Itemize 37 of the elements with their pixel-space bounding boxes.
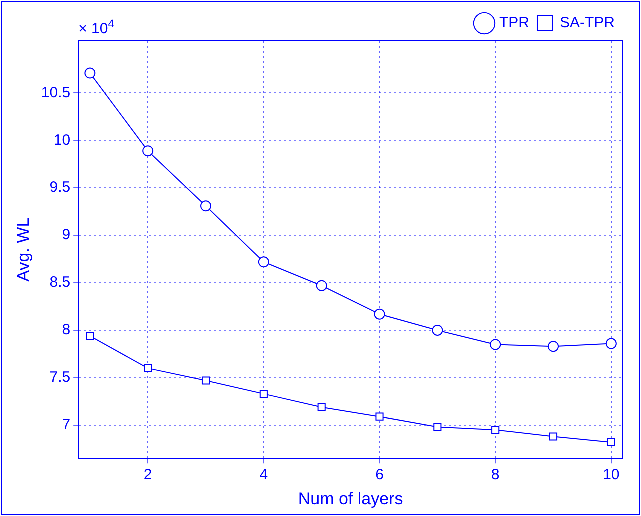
y-tick-label: 7.5 [50, 369, 71, 386]
legend-label: TPR [499, 14, 530, 32]
point [316, 280, 328, 292]
point [84, 68, 96, 79]
point [202, 376, 210, 385]
x-tick-label: 8 [491, 466, 500, 484]
point [144, 364, 152, 372]
point [549, 432, 558, 441]
y-tick-label: 7 [62, 416, 71, 434]
point [142, 146, 154, 157]
x-tick-label: 10 [603, 466, 620, 484]
point [548, 341, 559, 352]
y-tick-label: 9 [62, 226, 71, 244]
point [374, 308, 386, 320]
point [200, 200, 212, 212]
point [606, 338, 617, 350]
point [607, 438, 616, 446]
legend-label: SA-TPR [560, 14, 616, 32]
x-tick-label: 2 [144, 466, 152, 484]
x-tick-label: 6 [376, 466, 384, 484]
y-tick-label: 10.5 [41, 84, 71, 102]
x-tick-label: 4 [260, 466, 268, 484]
point [432, 324, 444, 336]
y-tick-label: 8.5 [50, 274, 71, 292]
y-tick-label: 9.5 [50, 179, 71, 196]
y-tick-label: 8 [62, 322, 71, 339]
point [86, 332, 94, 340]
y-tick-label: 10 [54, 132, 71, 149]
point [318, 403, 326, 412]
x-axis-title: Num of layers [298, 489, 404, 508]
point [376, 412, 384, 421]
point [260, 390, 268, 398]
point [258, 256, 270, 268]
y-axis-title: Avg. WL [14, 218, 33, 282]
point [492, 426, 500, 434]
point [434, 423, 442, 432]
point [490, 339, 502, 350]
